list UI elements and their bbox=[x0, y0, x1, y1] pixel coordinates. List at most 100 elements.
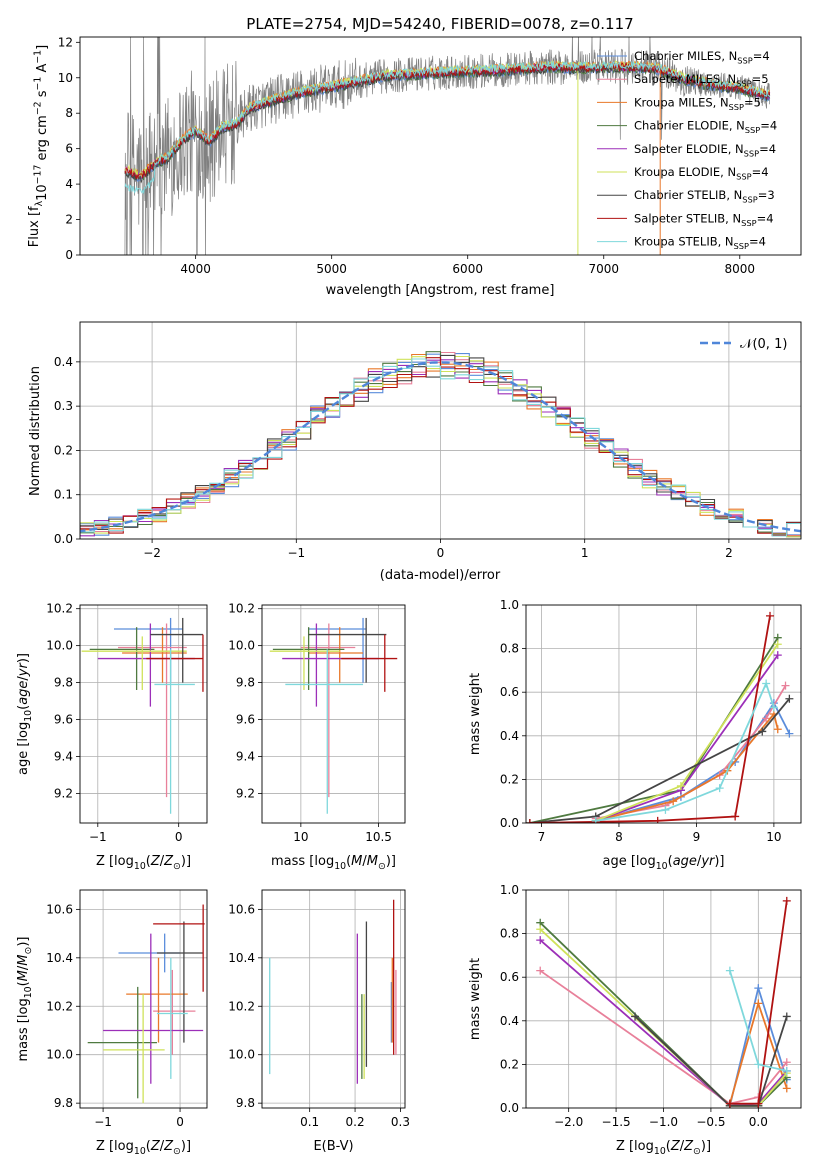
label-part: ⊙ bbox=[693, 1146, 701, 1157]
x-tick-label: −1.0 bbox=[649, 1115, 678, 1129]
label-part: Kroupa MILES, N bbox=[634, 95, 729, 109]
y-tick-label: 10.4 bbox=[228, 951, 255, 965]
x-axis-label: (data-model)/error bbox=[380, 568, 501, 583]
massweight-vs-metallicity-panel: −2.0 −1.5 −1.0 −0.5 0.0 0.0 0.2 0.4 0.6 0.8 1.0 Z [… bbox=[468, 883, 802, 1157]
x-tick-label: 0 bbox=[176, 1115, 184, 1129]
label-part: / bbox=[160, 854, 165, 869]
plot-area bbox=[80, 322, 801, 539]
y-tick-label: 1.0 bbox=[500, 598, 519, 612]
label-part: mass [log bbox=[16, 998, 31, 1061]
label-part: Z [log bbox=[616, 1139, 654, 1154]
label-part: 10 bbox=[134, 1146, 146, 1157]
label-part: )] bbox=[181, 854, 191, 869]
label-part: ( bbox=[346, 854, 351, 869]
residual-histogram-panel: −2 −1 0 1 2 0.0 0.1 0.2 0.3 0.4 𝒩(0, 1) (data-model… bbox=[28, 321, 802, 583]
y-axis-label: mass weight bbox=[468, 958, 483, 1040]
series-line-salpeter_elodie bbox=[539, 939, 788, 1107]
label-part: Salpeter STELIB, N bbox=[634, 211, 741, 225]
label-part: / bbox=[16, 965, 31, 970]
label-part: −1 bbox=[33, 77, 44, 91]
x-tick-label: 2 bbox=[725, 546, 733, 560]
series-marker-salpeter_stelib bbox=[725, 1099, 734, 1108]
axes-frame bbox=[79, 604, 208, 824]
label-part: / bbox=[680, 1139, 685, 1154]
label-part: Z bbox=[683, 1139, 694, 1154]
x-tick-label: 0.0 bbox=[749, 1115, 768, 1129]
label-part: =3 bbox=[758, 188, 775, 202]
label-part: M bbox=[367, 854, 378, 869]
plot-area bbox=[526, 605, 801, 823]
series-marker-kroupa_stelib bbox=[725, 966, 734, 975]
plot-area bbox=[80, 605, 207, 823]
label-part: −1 bbox=[33, 50, 44, 64]
label-part: 10 bbox=[656, 861, 668, 872]
series-marker-salpeter_elodie bbox=[536, 936, 545, 945]
label-part: mass [log bbox=[271, 854, 334, 869]
y-tick-label: 9.8 bbox=[54, 1096, 73, 1110]
label-part: −17 bbox=[33, 165, 44, 185]
y-tick-label: 10.0 bbox=[228, 1048, 255, 1062]
x-axis-label: Z [log10(Z/Z⊙)] bbox=[96, 1139, 191, 1157]
x-tick-label: 10.5 bbox=[365, 830, 392, 844]
label-part: Z bbox=[163, 854, 174, 869]
label-part: =4 bbox=[760, 119, 777, 133]
series-marker-salpeter_miles bbox=[782, 1058, 791, 1067]
series-marker-kroupa_elodie bbox=[676, 781, 685, 790]
y-tick-label: 9.6 bbox=[236, 713, 255, 727]
label-part: Z bbox=[163, 1139, 174, 1154]
label-part: 10 bbox=[654, 1146, 666, 1157]
y-tick-label: 0.4 bbox=[500, 729, 519, 743]
axes-frame bbox=[525, 604, 802, 824]
y-tick-label: 9.2 bbox=[54, 786, 73, 800]
label-part: =4 bbox=[753, 49, 770, 63]
y-tick-label: 0.8 bbox=[500, 642, 519, 656]
y-tick-label: 9.8 bbox=[236, 1096, 255, 1110]
label-part: Z bbox=[670, 1139, 681, 1154]
series-marker-kroupa_elodie bbox=[536, 925, 545, 934]
x-tick-label: 4000 bbox=[180, 262, 211, 276]
x-tick-label: −2 bbox=[143, 546, 161, 560]
label-part: SSP bbox=[736, 171, 751, 181]
series-marker-salpeter_miles bbox=[536, 966, 545, 975]
y-tick-label: 4 bbox=[65, 177, 73, 191]
label-part: yr bbox=[700, 854, 716, 869]
label-part: 10 bbox=[134, 861, 146, 872]
series-marker-kroupa_miles bbox=[773, 725, 782, 734]
y-tick-label: 10.2 bbox=[46, 999, 73, 1013]
axes-frame bbox=[525, 889, 802, 1109]
y-tick-label: 0.8 bbox=[500, 927, 519, 941]
y-tick-label: 0.6 bbox=[500, 685, 519, 699]
y-tick-label: 0.2 bbox=[500, 1057, 519, 1071]
label-part: 𝒩 bbox=[740, 337, 755, 352]
series-marker-kroupa_stelib bbox=[754, 1060, 763, 1069]
y-tick-label: 0.6 bbox=[500, 970, 519, 984]
label-part: 10 bbox=[23, 986, 34, 998]
series-marker-salpeter_stelib bbox=[653, 816, 662, 823]
label-part: =4 bbox=[759, 142, 776, 156]
x-tick-label: 6000 bbox=[452, 262, 483, 276]
label-part: ] bbox=[35, 45, 50, 50]
label-part: s bbox=[35, 90, 50, 101]
spectrum-panel: 4000 5000 6000 7000 8000 0 2 4 6 8 10 12 wavelength … bbox=[27, 35, 802, 298]
y-axis-label: mass weight bbox=[468, 673, 483, 755]
x-tick-label: 7 bbox=[538, 830, 546, 844]
y-tick-label: 10.2 bbox=[228, 602, 255, 616]
series-marker-kroupa_elodie bbox=[773, 640, 782, 649]
label-part: =5 bbox=[744, 95, 761, 109]
y-tick-label: 0.2 bbox=[500, 772, 519, 786]
label-part: erg cm bbox=[35, 115, 50, 164]
x-tick-label: 8 bbox=[615, 830, 623, 844]
legend-entry: Salpeter ELODIE, NSSP=4 bbox=[634, 142, 776, 158]
y-tick-label: 0.0 bbox=[54, 532, 73, 546]
label-part: ( bbox=[666, 1139, 671, 1154]
x-tick-label: 0.2 bbox=[346, 1115, 365, 1129]
label-part: Kroupa STELIB, N bbox=[634, 235, 734, 249]
label-part: ⊙ bbox=[378, 861, 386, 872]
label-part: ⊙ bbox=[23, 947, 34, 955]
series-marker-chabrier_stelib bbox=[758, 727, 767, 736]
series-marker-salpeter_elodie bbox=[773, 651, 782, 660]
label-part: A bbox=[35, 64, 50, 77]
